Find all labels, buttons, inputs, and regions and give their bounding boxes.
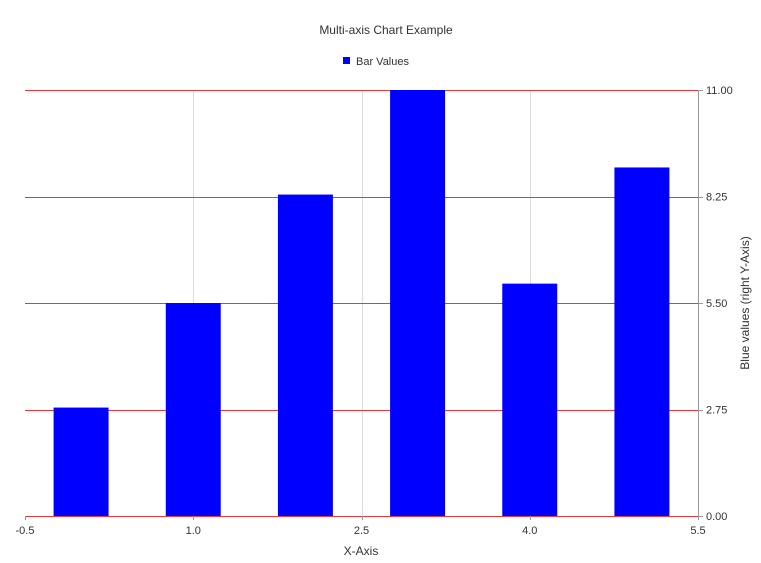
y-tick-labels: 0.00 2.75 5.50 8.25 11.00 [706,85,733,523]
y-tick-label: 11.00 [706,85,733,97]
y-tick-label: 8.25 [706,192,727,204]
legend-label: Bar Values [356,56,409,68]
y-tick-label: 0.00 [706,511,727,523]
bar [502,283,558,516]
axes [25,90,703,520]
grid [25,90,698,517]
legend: Bar Values [343,56,409,68]
x-tick-label: 5.5 [690,525,705,537]
y-tick-label: 5.50 [706,298,727,310]
x-tick-label: 1.0 [186,525,201,537]
x-tick-labels: -0.5 1.0 2.5 4.0 5.5 [16,525,706,537]
chart-title: Multi-axis Chart Example [319,23,453,37]
bars [53,90,670,517]
x-tick-label: 2.5 [354,525,369,537]
bar [165,303,221,516]
bar [390,90,446,516]
y-tick-label: 2.75 [706,405,727,417]
x-tick-label: 4.0 [522,525,537,537]
y-axis-title: Blue values (right Y-Axis) [738,236,752,369]
x-tick-label: -0.5 [16,525,35,537]
bar [277,194,333,516]
bar [614,167,670,517]
x-axis-title: X-Axis [344,544,379,558]
legend-swatch [343,57,350,64]
bar [53,407,109,516]
